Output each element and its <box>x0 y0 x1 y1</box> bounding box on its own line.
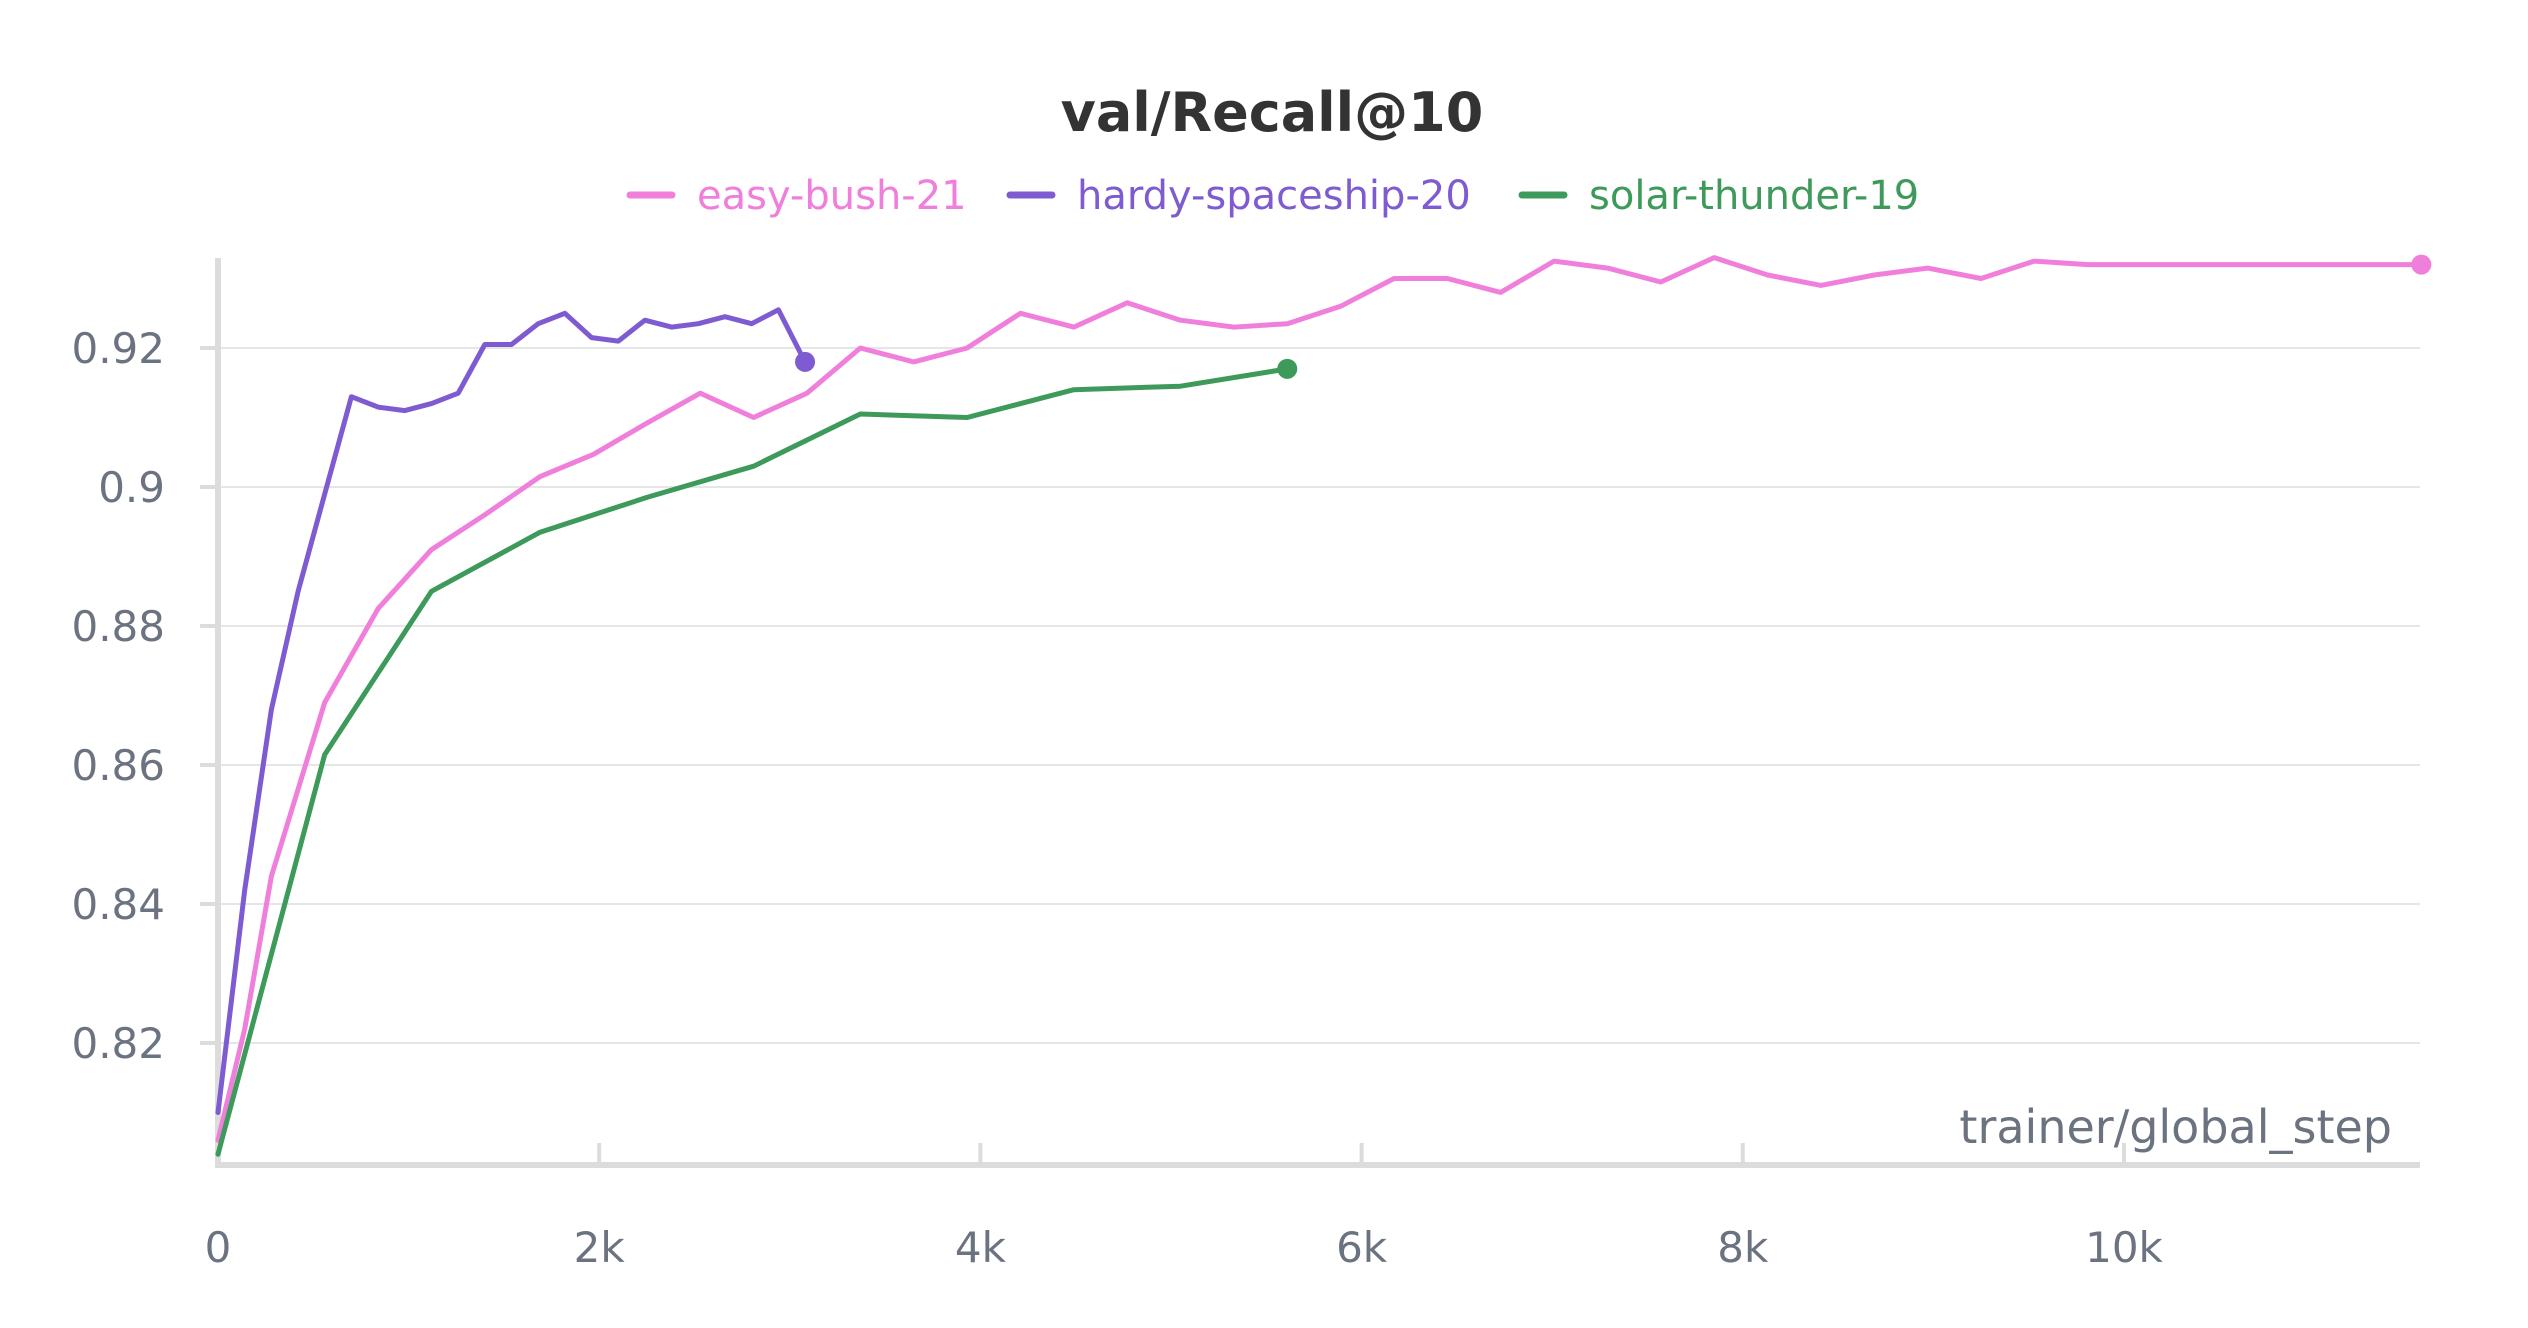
y-tick-label: 0.9 <box>98 463 165 512</box>
legend-label[interactable]: solar-thunder-19 <box>1589 173 1919 219</box>
y-tick-label: 0.84 <box>71 880 165 929</box>
x-axis: 0 2k 4k 6k 8k 10k <box>205 1143 2164 1272</box>
x-tick-label: 0 <box>205 1223 232 1272</box>
series-endpoint-solar-thunder-19[interactable] <box>1277 358 1298 379</box>
y-axis: 0.82 0.84 0.86 0.88 0.9 0.92 <box>71 324 218 1068</box>
x-tick-label: 10k <box>2085 1223 2163 1272</box>
x-tick-label: 6k <box>1336 1223 1388 1272</box>
series-endpoint-hardy-spaceship-20[interactable] <box>795 351 816 372</box>
gridlines <box>218 347 2420 1044</box>
y-tick-label: 0.88 <box>71 602 165 651</box>
legend-label[interactable]: easy-bush-21 <box>697 173 967 219</box>
y-tick-label: 0.86 <box>71 741 165 790</box>
legend-label[interactable]: hardy-spaceship-20 <box>1077 173 1471 219</box>
x-tick-label: 8k <box>1717 1223 1769 1272</box>
legend: easy-bush-21 hardy-spaceship-20 solar-thun… <box>626 173 1919 219</box>
x-axis-label: trainer/global_step <box>1959 1100 2392 1154</box>
x-tick-label: 4k <box>955 1223 1007 1272</box>
y-tick-label: 0.82 <box>71 1019 165 1068</box>
series-line-hardy-spaceship-20[interactable] <box>215 307 808 1115</box>
series-layer <box>215 254 2432 1157</box>
chart-title: val/Recall@10 <box>1061 81 1484 144</box>
series-line-solar-thunder-19[interactable] <box>215 366 1290 1157</box>
series-endpoint-easy-bush-21[interactable] <box>2411 254 2432 275</box>
y-tick-label: 0.92 <box>71 324 165 373</box>
x-tick-label: 2k <box>574 1223 626 1272</box>
series-line-easy-bush-21[interactable] <box>215 255 2424 1143</box>
